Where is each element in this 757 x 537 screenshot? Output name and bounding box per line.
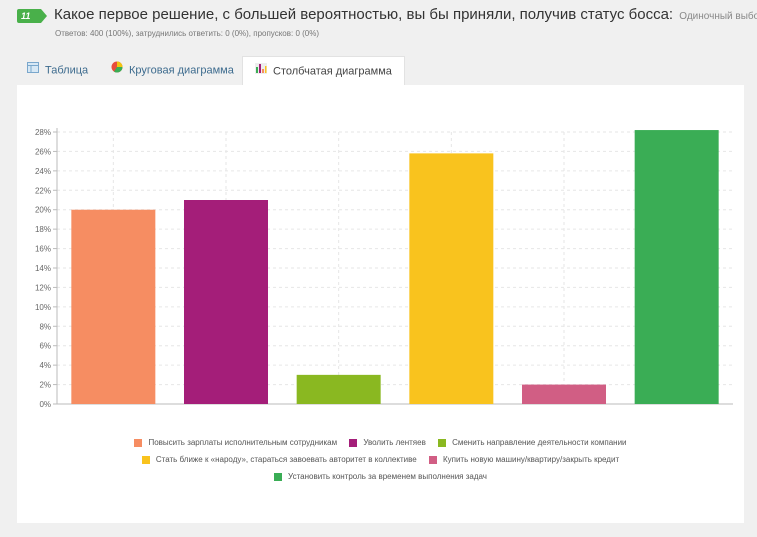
- legend-item[interactable]: Уволить лентяев: [349, 434, 426, 451]
- legend-swatch: [349, 438, 358, 447]
- tab-bar-chart-label: Столбчатая диаграмма: [273, 65, 392, 78]
- y-tick-label: 28%: [35, 128, 51, 137]
- y-tick-label: 6%: [39, 342, 51, 351]
- y-tick-label: 12%: [35, 283, 51, 292]
- bar-chart-icon: [255, 57, 267, 86]
- legend-item[interactable]: Сменить направление деятельности компани…: [438, 434, 627, 451]
- chart-legend: Повысить зарплаты исполнительным сотрудн…: [17, 434, 744, 485]
- legend-row: Стать ближе к «народу», стараться завоев…: [17, 451, 744, 468]
- question-title-row: Какое первое решение, с большей вероятно…: [54, 6, 757, 23]
- legend-swatch: [141, 455, 150, 464]
- legend-label: Купить новую машину/квартиру/закрыть кре…: [442, 455, 620, 464]
- legend-swatch: [274, 472, 283, 481]
- question-title: Какое первое решение, с большей вероятно…: [54, 6, 674, 23]
- question-stats: Ответов: 400 (100%), затруднились ответи…: [55, 29, 320, 38]
- legend-row: Повысить зарплаты исполнительным сотрудн…: [17, 434, 744, 451]
- question-number: 11: [21, 11, 31, 21]
- y-tick-label: 26%: [35, 147, 51, 156]
- tab-bar-chart[interactable]: Столбчатая диаграмма: [242, 56, 405, 87]
- y-tick-label: 24%: [35, 167, 51, 176]
- bar: [296, 374, 381, 404]
- legend-item[interactable]: Купить новую машину/квартиру/закрыть кре…: [428, 451, 620, 468]
- legend-item[interactable]: Повысить зарплаты исполнительным сотрудн…: [134, 434, 337, 451]
- y-tick-label: 22%: [35, 186, 51, 195]
- legend-item[interactable]: Стать ближе к «народу», стараться завоев…: [141, 451, 417, 468]
- y-tick-label: 2%: [39, 381, 51, 390]
- pie-chart-icon: [111, 56, 123, 85]
- bar: [522, 384, 606, 404]
- bar: [71, 209, 156, 404]
- legend-swatch: [438, 438, 447, 447]
- y-tick-label: 14%: [35, 264, 51, 273]
- legend-label: Установить контроль за временем выполнен…: [288, 472, 487, 481]
- legend-label: Сменить направление деятельности компани…: [452, 438, 627, 447]
- bar: [634, 130, 719, 405]
- y-tick-label: 18%: [35, 225, 51, 234]
- legend-label: Уволить лентяев: [363, 438, 426, 447]
- y-tick-label: 16%: [35, 245, 51, 254]
- y-tick-label: 0%: [39, 400, 51, 409]
- tab-table[interactable]: Таблица: [27, 56, 88, 85]
- y-tick-label: 20%: [35, 206, 51, 215]
- bar: [409, 153, 494, 404]
- y-tick-label: 10%: [35, 303, 51, 312]
- legend-swatch: [134, 438, 143, 447]
- table-icon: [27, 56, 39, 85]
- y-tick-label: 8%: [39, 322, 51, 331]
- legend-label: Повысить зарплаты исполнительным сотрудн…: [148, 438, 338, 447]
- legend-swatch: [428, 455, 437, 464]
- bar: [184, 200, 268, 404]
- tab-pie-chart-label: Круговая диаграмма: [129, 64, 234, 77]
- legend-row: Установить контроль за временем выполнен…: [17, 468, 744, 485]
- legend-item[interactable]: Установить контроль за временем выполнен…: [274, 468, 487, 485]
- question-type: Одиночный выбор: [679, 11, 757, 22]
- legend-label: Стать ближе к «народу», стараться завоев…: [155, 455, 417, 464]
- question-number-badge: 11: [17, 9, 47, 23]
- tab-pie-chart[interactable]: Круговая диаграмма: [111, 56, 234, 85]
- y-tick-label: 4%: [39, 361, 51, 370]
- tab-table-label: Таблица: [45, 64, 89, 77]
